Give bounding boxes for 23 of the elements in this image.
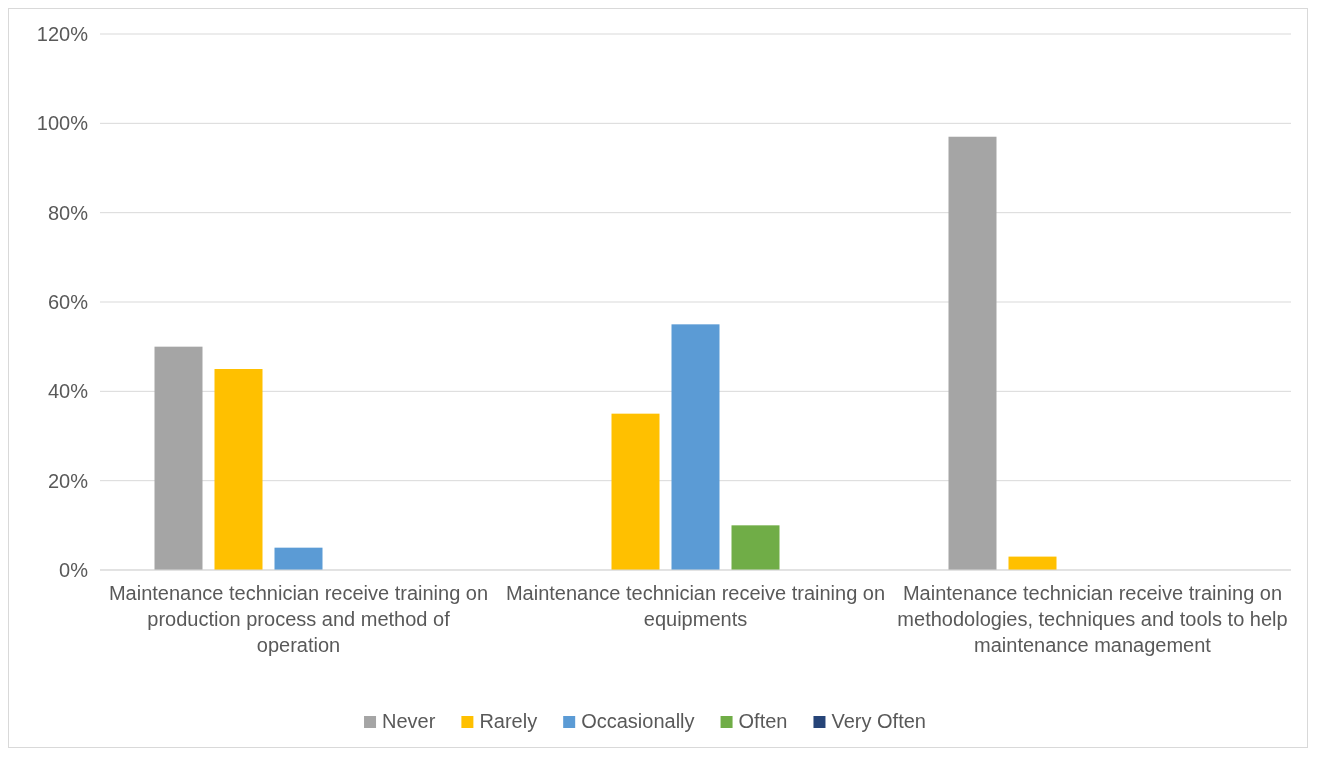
legend-label: Often [738, 710, 788, 732]
y-tick-label: 80% [47, 201, 89, 224]
x-tick-label: Maintenance technician receive training on equipments [505, 582, 886, 630]
bar [1008, 556, 1057, 570]
bar [611, 413, 660, 570]
bar [671, 324, 720, 570]
x-tick-label: Maintenance technician receive training on methodologies, techniques and tools to help maintenance management [897, 582, 1288, 656]
legend-label: Never [382, 710, 436, 732]
y-tick-label: 20% [47, 469, 89, 492]
legend-label: Rarely [479, 710, 538, 732]
y-tick-label: 40% [47, 380, 89, 403]
bar [948, 136, 997, 570]
y-tick-label: 100% [36, 112, 89, 135]
bar [731, 525, 780, 570]
y-tick-label: 60% [47, 291, 89, 313]
x-tick-label: Maintenance technician receive training on production process and method of operation [108, 582, 489, 656]
legend-label: Very Often [831, 710, 926, 732]
bar [274, 547, 323, 570]
bar [154, 346, 203, 570]
bar [214, 369, 263, 570]
y-tick-label: 120% [36, 23, 89, 45]
y-tick-label: 0% [59, 559, 89, 581]
legend-label: Occasionally [581, 710, 695, 732]
